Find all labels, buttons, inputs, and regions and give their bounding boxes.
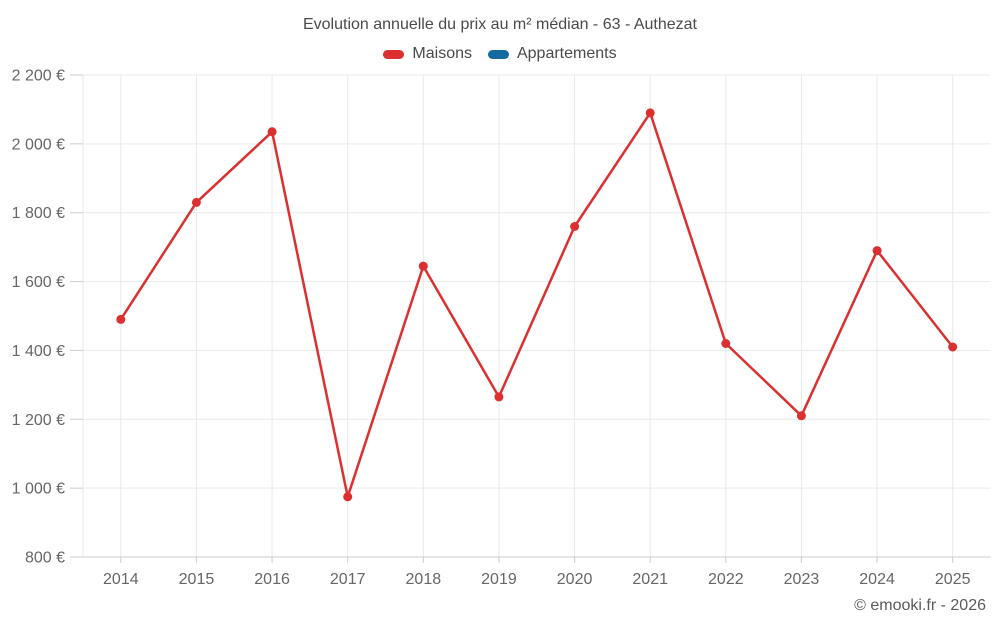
x-axis-tick-label: 2021 bbox=[632, 571, 668, 588]
x-axis-tick-label: 2023 bbox=[784, 571, 820, 588]
y-axis-tick-label: 1 000 € bbox=[12, 481, 65, 498]
x-axis-tick-label: 2016 bbox=[254, 571, 290, 588]
copyright-text: © emooki.fr - 2026 bbox=[854, 597, 986, 614]
x-axis-tick-label: 2015 bbox=[179, 571, 215, 588]
maisons-data-point-2021[interactable] bbox=[645, 108, 655, 118]
y-axis-tick-label: 2 000 € bbox=[12, 136, 65, 153]
chart-legend: Maisons Appartements bbox=[0, 45, 1000, 63]
x-axis-tick-label: 2022 bbox=[708, 571, 744, 588]
maisons-data-point-2016[interactable] bbox=[267, 127, 277, 137]
maisons-data-point-2015[interactable] bbox=[191, 197, 201, 207]
chart-title: Evolution annuelle du prix au m² médian … bbox=[302, 16, 697, 33]
y-axis-tick-label: 1 200 € bbox=[12, 412, 65, 429]
maisons-series-line bbox=[119, 111, 954, 499]
y-axis-tick-label: 1 400 € bbox=[12, 343, 65, 360]
x-axis-tick-label: 2018 bbox=[406, 571, 442, 588]
maisons-data-point-2017[interactable] bbox=[343, 492, 353, 502]
legend-label-appartements: Appartements bbox=[516, 45, 617, 62]
x-axis-tick-label: 2020 bbox=[557, 571, 593, 588]
x-axis-tick-label: 2017 bbox=[330, 571, 366, 588]
maisons-data-point-2018[interactable] bbox=[418, 261, 428, 271]
y-axis-tick-label: 1 800 € bbox=[12, 205, 65, 222]
maisons-data-point-2025[interactable] bbox=[948, 342, 958, 352]
y-axis-tick-label: 800 € bbox=[25, 550, 65, 567]
x-axis-tick-label: 2025 bbox=[935, 571, 971, 588]
x-axis-tick-label: 2014 bbox=[103, 571, 139, 588]
maisons-data-point-2019[interactable] bbox=[494, 392, 504, 402]
appartements-series-swatch-icon bbox=[487, 49, 509, 59]
maisons-data-point-2023[interactable] bbox=[796, 411, 806, 421]
x-axis-tick-label: 2019 bbox=[481, 571, 517, 588]
y-axis-tick-label: 1 600 € bbox=[12, 274, 65, 291]
legend-item-maisons[interactable]: Maisons bbox=[383, 45, 472, 63]
maisons-data-point-2014[interactable] bbox=[116, 314, 126, 324]
y-axis-tick-label: 2 200 € bbox=[12, 68, 65, 85]
maisons-data-point-2022[interactable] bbox=[721, 339, 731, 348]
maisons-data-point-2020[interactable] bbox=[570, 222, 580, 231]
x-axis-tick-label: 2024 bbox=[859, 571, 895, 588]
maisons-data-point-2024[interactable] bbox=[872, 246, 882, 256]
legend-label-maisons: Maisons bbox=[412, 45, 472, 62]
legend-item-appartements[interactable]: Appartements bbox=[487, 45, 617, 63]
maisons-series-swatch-icon bbox=[383, 49, 405, 59]
